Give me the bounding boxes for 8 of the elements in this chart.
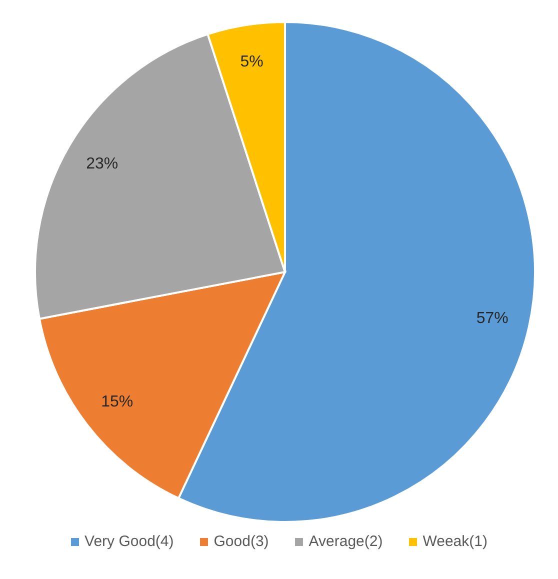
legend-label: Average(2) — [308, 533, 383, 550]
data-label: 23% — [86, 155, 118, 172]
legend-label: Weeak(1) — [422, 533, 488, 550]
data-label: 5% — [240, 54, 264, 71]
legend-label: Very Good(4) — [84, 533, 174, 550]
legend-label: Good(3) — [214, 533, 269, 550]
data-label: 15% — [101, 394, 134, 411]
data-label: 57% — [476, 310, 508, 327]
